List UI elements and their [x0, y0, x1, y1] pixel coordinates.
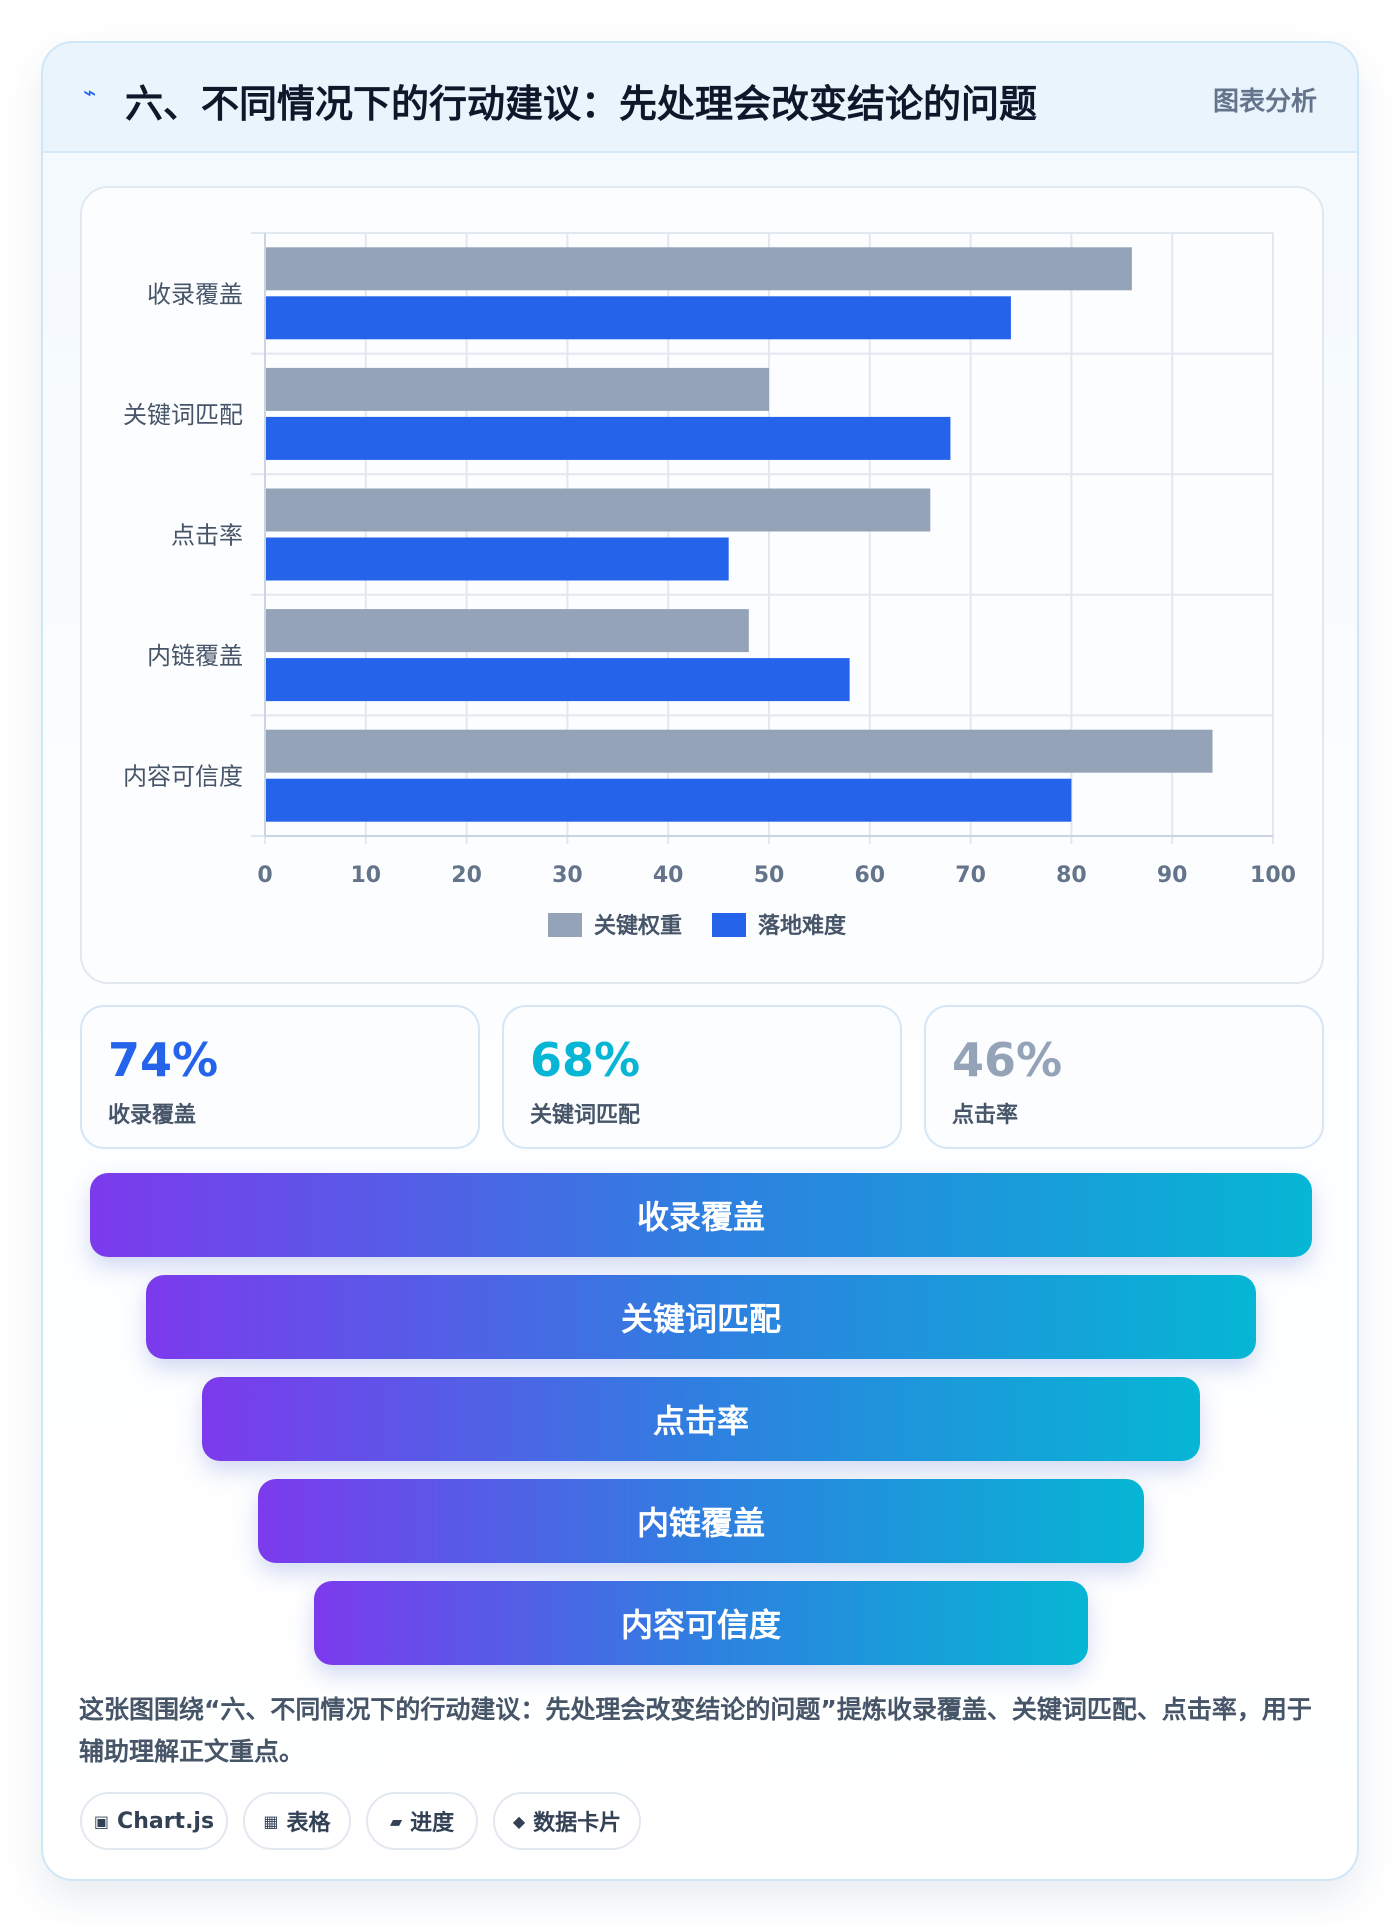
bar	[266, 367, 769, 411]
stat-card-3: 46% 点击率	[924, 1005, 1324, 1149]
bar	[266, 247, 1132, 291]
x-tick-label: 60	[854, 863, 885, 888]
card-header: ⌁ 六、不同情况下的行动建议：先处理会改变结论的问题 图表分析	[43, 43, 1357, 153]
x-tick-label: 40	[653, 863, 684, 888]
x-tick-label: 30	[552, 863, 583, 888]
funnel-step-2: 关键词匹配	[146, 1275, 1256, 1359]
funnel-step-4: 内链覆盖	[258, 1479, 1144, 1563]
tag-chartjs[interactable]: ▣ Chart.js	[80, 1792, 228, 1850]
tag-progress[interactable]: ▰ 进度	[366, 1792, 478, 1850]
horizontal-bar-chart: 0 10 20 30 40 50 60 70 80 90 100 收录覆盖关键词匹配点击率内链覆盖内容…	[123, 232, 1296, 939]
chart-icon: ▣	[93, 1811, 110, 1831]
chart-card: ⌁ 六、不同情况下的行动建议：先处理会改变结论的问题 图表分析 0 10 20 30 4…	[41, 41, 1359, 1881]
y-tick-label: 内链覆盖	[147, 642, 243, 670]
legend-label: 落地难度	[758, 913, 847, 939]
progress-icon: ▰	[389, 1811, 403, 1831]
tag-table[interactable]: ▦ 表格	[243, 1792, 351, 1850]
chart-caption: 这张图围绕“六、不同情况下的行动建议：先处理会改变结论的问题”提炼收录覆盖、关键…	[79, 1695, 1312, 1766]
page-title: 六、不同情况下的行动建议：先处理会改变结论的问题	[125, 82, 1038, 126]
bar	[266, 658, 850, 702]
bar	[266, 778, 1072, 822]
stat-value: 46%	[952, 1033, 1063, 1087]
chart-analysis-badge: 图表分析	[1212, 87, 1317, 117]
table-icon: ▦	[263, 1811, 279, 1831]
funnel-step-3: 点击率	[202, 1377, 1200, 1461]
data-card-icon: ◆	[512, 1811, 526, 1831]
bar	[266, 609, 749, 653]
stat-label: 点击率	[952, 1103, 1019, 1128]
x-tick-label: 80	[1056, 863, 1087, 888]
stat-card-1: 74% 收录覆盖	[80, 1005, 480, 1149]
x-tick-label: 100	[1250, 863, 1296, 888]
bar	[266, 296, 1011, 340]
bar	[266, 488, 931, 532]
funnel-step-1: 收录覆盖	[90, 1173, 1312, 1257]
y-tick-label: 收录覆盖	[147, 280, 243, 308]
bar	[266, 729, 1213, 773]
stat-label: 关键词匹配	[530, 1103, 641, 1128]
x-tick-label: 10	[350, 863, 381, 888]
bar	[266, 537, 729, 581]
y-tick-label: 内容可信度	[123, 763, 243, 791]
tag-label: Chart.js	[117, 1808, 215, 1834]
stat-card-2: 68% 关键词匹配	[502, 1005, 902, 1149]
bar-chart-panel: 0 10 20 30 40 50 60 70 80 90 100 收录覆盖关键词匹配点击率内链覆盖内容…	[80, 186, 1324, 984]
lightning-icon: ⌁	[83, 81, 97, 106]
stat-value: 74%	[108, 1033, 219, 1087]
legend-swatch	[712, 913, 746, 937]
x-tick-label: 20	[451, 863, 482, 888]
bar	[266, 416, 951, 460]
tag-label: 进度	[410, 1811, 455, 1836]
y-tick-label: 关键词匹配	[123, 401, 243, 429]
tag-label: 表格	[286, 1811, 331, 1836]
x-tick-label: 70	[955, 863, 986, 888]
stat-label: 收录覆盖	[108, 1103, 197, 1128]
tag-label: 数据卡片	[533, 1811, 622, 1836]
legend-swatch	[548, 913, 582, 937]
tag-data-card[interactable]: ◆ 数据卡片	[493, 1792, 641, 1850]
stat-value: 68%	[530, 1033, 641, 1087]
x-tick-label: 0	[257, 863, 272, 888]
y-tick-label: 点击率	[171, 522, 243, 550]
x-tick-label: 50	[754, 863, 785, 888]
x-tick-label: 90	[1157, 863, 1188, 888]
legend-label: 关键权重	[594, 913, 682, 939]
funnel-step-5: 内容可信度	[314, 1581, 1088, 1665]
